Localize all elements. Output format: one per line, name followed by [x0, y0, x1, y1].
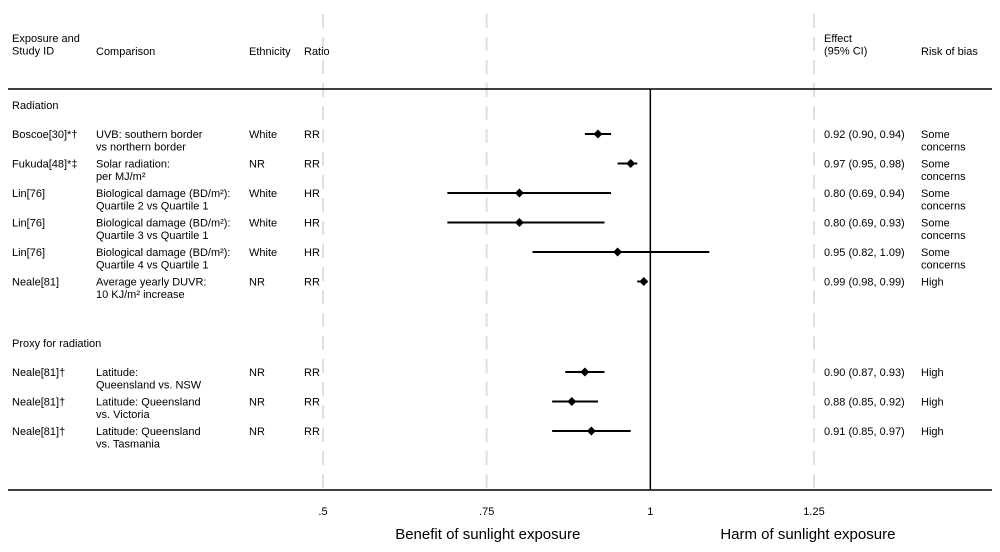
comparison-text: Biological damage (BD/m²): — [96, 247, 231, 259]
effect-ci-text: 0.97 (0.95, 0.98) — [824, 159, 905, 171]
effect-ci-text: 0.90 (0.87, 0.93) — [824, 367, 905, 379]
ethnicity-text: White — [249, 188, 277, 200]
group-label: Proxy for radiation — [12, 338, 101, 350]
header-ethnicity: Ethnicity — [249, 46, 291, 58]
comparison-text: 10 KJ/m² increase — [96, 289, 185, 301]
ratio-type: RR — [304, 426, 320, 438]
comparison-text: Latitude: Queensland — [96, 426, 201, 438]
study-id: Neale[81] — [12, 277, 59, 289]
study-id: Neale[81]† — [12, 367, 65, 379]
effect-ci-text: 0.80 (0.69, 0.93) — [824, 218, 905, 230]
ethnicity-text: White — [249, 218, 277, 230]
comparison-text: vs. Victoria — [96, 409, 150, 421]
header-effect-ci: (95% CI) — [824, 46, 867, 58]
study-id: Boscoe[30]*† — [12, 129, 77, 141]
effect-ci-text: 0.88 (0.85, 0.92) — [824, 397, 905, 409]
ratio-type: RR — [304, 397, 320, 409]
risk-of-bias-text: Some — [921, 159, 950, 171]
comparison-text: Solar radiation: — [96, 159, 170, 171]
comparison-text: Biological damage (BD/m²): — [96, 218, 231, 230]
comparison-text: Queensland vs. NSW — [96, 380, 202, 392]
comparison-text: Quartile 3 vs Quartile 1 — [96, 230, 209, 242]
risk-of-bias-text: High — [921, 426, 944, 438]
header-risk-of-bias: Risk of bias — [921, 46, 978, 58]
header-ratio: Ratio — [304, 46, 330, 58]
header-comparison: Comparison — [96, 46, 155, 58]
risk-of-bias-text: concerns — [921, 171, 966, 183]
effect-ci-text: 0.91 (0.85, 0.97) — [824, 426, 905, 438]
x-tick-label: .75 — [479, 506, 494, 518]
comparison-text: vs. Tasmania — [96, 439, 161, 451]
risk-of-bias-text: concerns — [921, 260, 966, 272]
comparison-text: vs northern border — [96, 142, 186, 154]
study-id: Lin[76] — [12, 188, 45, 200]
point-estimate — [626, 159, 636, 168]
effect-ci-text: 0.95 (0.82, 1.09) — [824, 247, 905, 259]
ethnicity-text: White — [249, 247, 277, 259]
comparison-text: Latitude: Queensland — [96, 397, 201, 409]
study-id: Lin[76] — [12, 218, 45, 230]
point-estimate — [580, 367, 590, 377]
x-tick-label: 1.25 — [803, 506, 824, 518]
point-estimate — [593, 129, 603, 139]
risk-of-bias-text: concerns — [921, 201, 966, 213]
ethnicity-text: White — [249, 129, 277, 141]
ethnicity-text: NR — [249, 277, 265, 289]
ratio-type: RR — [304, 159, 320, 171]
header-effect-ci: Effect — [824, 33, 852, 45]
point-estimate — [514, 218, 524, 227]
footer-benefit-label: Benefit of sunlight exposure — [395, 526, 580, 543]
risk-of-bias-text: concerns — [921, 142, 966, 154]
comparison-text: Average yearly DUVR: — [96, 277, 206, 289]
comparison-text: Latitude: — [96, 367, 138, 379]
ratio-type: RR — [304, 277, 320, 289]
risk-of-bias-text: High — [921, 277, 944, 289]
ethnicity-text: NR — [249, 426, 265, 438]
risk-of-bias-text: High — [921, 397, 944, 409]
effect-ci-text: 0.99 (0.98, 0.99) — [824, 277, 905, 289]
comparison-text: Biological damage (BD/m²): — [96, 188, 231, 200]
effect-ci-text: 0.92 (0.90, 0.94) — [824, 129, 905, 141]
ethnicity-text: NR — [249, 159, 265, 171]
risk-of-bias-text: Some — [921, 247, 950, 259]
point-estimate — [586, 426, 596, 436]
ratio-type: HR — [304, 247, 320, 259]
point-estimate — [514, 188, 524, 198]
comparison-text: Quartile 4 vs Quartile 1 — [96, 260, 209, 272]
point-estimate — [613, 247, 623, 257]
risk-of-bias-text: Some — [921, 218, 950, 230]
ratio-type: RR — [304, 367, 320, 379]
ratio-type: HR — [304, 188, 320, 200]
ratio-type: RR — [304, 129, 320, 141]
study-id: Neale[81]† — [12, 397, 65, 409]
header-exposure-study-id: Exposure and — [12, 33, 80, 45]
point-estimate — [567, 397, 577, 406]
risk-of-bias-text: concerns — [921, 230, 966, 242]
risk-of-bias-text: High — [921, 367, 944, 379]
risk-of-bias-text: Some — [921, 188, 950, 200]
footer-harm-label: Harm of sunlight exposure — [720, 526, 895, 543]
risk-of-bias-text: Some — [921, 129, 950, 141]
comparison-text: Quartile 2 vs Quartile 1 — [96, 201, 209, 213]
effect-ci-text: 0.80 (0.69, 0.94) — [824, 188, 905, 200]
point-estimate — [639, 277, 649, 286]
study-id: Lin[76] — [12, 247, 45, 259]
ethnicity-text: NR — [249, 367, 265, 379]
x-tick-label: 1 — [647, 506, 653, 518]
header-exposure-study-id: Study ID — [12, 46, 54, 58]
study-id: Fukuda[48]*‡ — [12, 159, 77, 171]
ratio-type: HR — [304, 218, 320, 230]
comparison-text: UVB: southern border — [96, 129, 203, 141]
group-label: Radiation — [12, 100, 58, 112]
ethnicity-text: NR — [249, 397, 265, 409]
comparison-text: per MJ/m² — [96, 171, 146, 183]
x-tick-label: .5 — [318, 506, 327, 518]
study-id: Neale[81]† — [12, 426, 65, 438]
